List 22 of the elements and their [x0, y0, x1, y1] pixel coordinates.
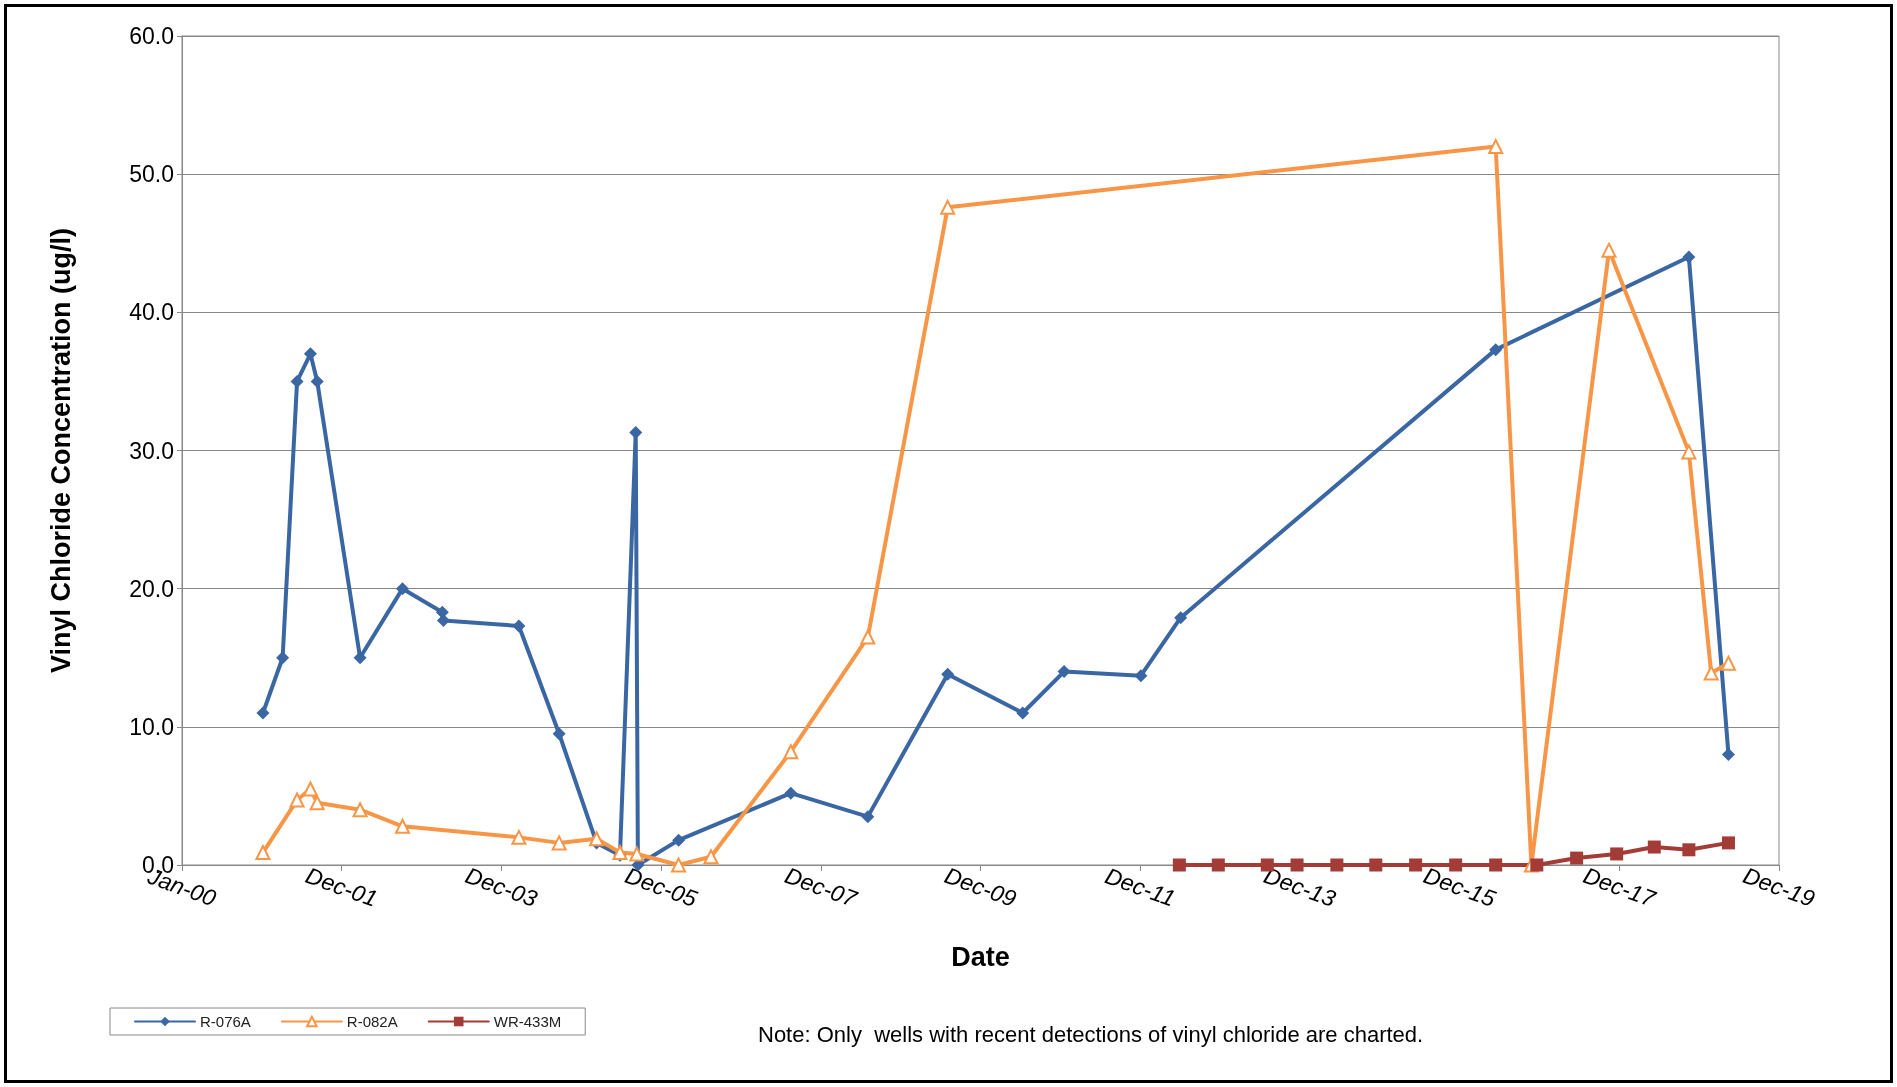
x-tick-label: Dec-03	[462, 862, 541, 912]
y-tick-label: 50.0	[129, 161, 174, 188]
x-tick-label: Dec-17	[1580, 862, 1660, 913]
legend-label: WR-433M	[493, 1013, 562, 1030]
x-tick-label: Dec-19	[1739, 862, 1819, 912]
x-tick-label: Dec-09	[941, 862, 1020, 912]
text: Note: Only wells with recent detections of vinyl chloride are charted.	[758, 1022, 1424, 1048]
y-tick-label: 40.0	[129, 299, 174, 326]
legend-label: R-076A	[200, 1013, 251, 1030]
y-tick-label: 20.0	[129, 575, 174, 602]
x-tick-label: Dec-07	[781, 862, 862, 913]
y-tick-label: 30.0	[129, 437, 174, 464]
x-tick-label: Dec-05	[621, 862, 701, 912]
y-tick-label: 60.0	[129, 23, 174, 49]
x-tick-label: Dec-11	[1101, 862, 1179, 912]
x-tick-label: Dec-13	[1260, 862, 1340, 912]
x-tick-label: Dec-01	[302, 862, 381, 912]
legend-label: R-082A	[346, 1013, 398, 1030]
y-axis-title: Vinyl Chloride Concentration (ug/l)	[45, 227, 76, 674]
x-tick-label: Dec-15	[1420, 862, 1500, 912]
x-axis-title: Date	[951, 941, 1010, 972]
y-tick-label: 10.0	[129, 713, 174, 740]
